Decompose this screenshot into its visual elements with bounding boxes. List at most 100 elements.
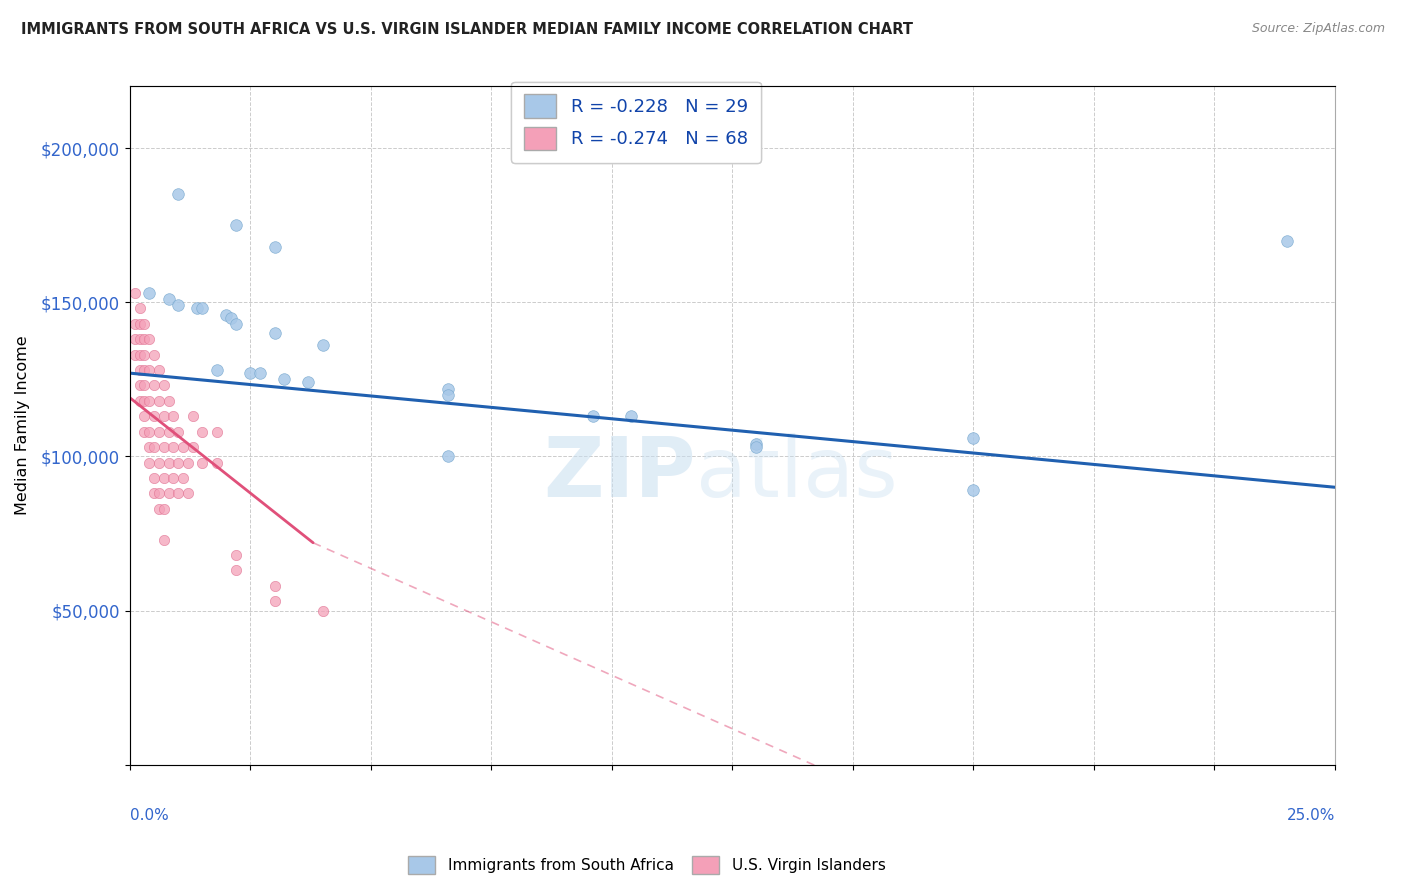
- Point: [134, 378, 156, 392]
- Point: [138, 285, 160, 300]
- Point: [148, 363, 170, 377]
- Point: [312, 604, 335, 618]
- Point: [124, 332, 146, 346]
- Point: [437, 450, 460, 464]
- Point: [312, 338, 335, 352]
- Point: [191, 301, 214, 316]
- Point: [167, 456, 190, 470]
- Point: [138, 363, 160, 377]
- Point: [152, 471, 174, 485]
- Text: 0.0%: 0.0%: [129, 808, 169, 823]
- Point: [152, 533, 174, 547]
- Point: [134, 317, 156, 331]
- Point: [745, 440, 768, 454]
- Point: [134, 332, 156, 346]
- Point: [134, 425, 156, 439]
- Point: [205, 363, 228, 377]
- Point: [249, 366, 271, 380]
- Point: [148, 393, 170, 408]
- Point: [745, 437, 768, 451]
- Point: [128, 378, 150, 392]
- Point: [148, 486, 170, 500]
- Point: [128, 348, 150, 362]
- Point: [143, 378, 166, 392]
- Point: [162, 409, 184, 424]
- Point: [124, 285, 146, 300]
- Point: [128, 317, 150, 331]
- Point: [134, 348, 156, 362]
- Point: [138, 425, 160, 439]
- Point: [167, 425, 190, 439]
- Point: [157, 486, 180, 500]
- Point: [157, 456, 180, 470]
- Point: [225, 548, 247, 562]
- Text: ZIP: ZIP: [544, 433, 696, 514]
- Point: [143, 348, 166, 362]
- Point: [124, 348, 146, 362]
- Point: [157, 425, 180, 439]
- Point: [263, 579, 285, 593]
- Point: [225, 317, 247, 331]
- Point: [157, 292, 180, 306]
- Point: [1083, 18, 1105, 32]
- Point: [134, 409, 156, 424]
- Point: [215, 308, 238, 322]
- Point: [148, 456, 170, 470]
- Point: [167, 298, 190, 312]
- Point: [167, 187, 190, 202]
- Point: [177, 456, 200, 470]
- Point: [172, 471, 194, 485]
- Point: [962, 431, 984, 445]
- Point: [205, 425, 228, 439]
- Point: [143, 471, 166, 485]
- Point: [134, 363, 156, 377]
- Point: [128, 363, 150, 377]
- Point: [273, 372, 295, 386]
- Point: [205, 456, 228, 470]
- Point: [437, 382, 460, 396]
- Point: [167, 486, 190, 500]
- Point: [239, 366, 262, 380]
- Point: [138, 456, 160, 470]
- Point: [143, 486, 166, 500]
- Point: [148, 501, 170, 516]
- Point: [143, 409, 166, 424]
- Point: [152, 501, 174, 516]
- Point: [181, 440, 204, 454]
- Text: 25.0%: 25.0%: [1286, 808, 1334, 823]
- Point: [181, 409, 204, 424]
- Point: [157, 393, 180, 408]
- Point: [620, 409, 643, 424]
- Text: Source: ZipAtlas.com: Source: ZipAtlas.com: [1251, 22, 1385, 36]
- Point: [148, 425, 170, 439]
- Point: [128, 393, 150, 408]
- Point: [138, 332, 160, 346]
- Point: [162, 471, 184, 485]
- Point: [124, 317, 146, 331]
- Point: [225, 564, 247, 578]
- Point: [152, 440, 174, 454]
- Point: [152, 409, 174, 424]
- Point: [263, 594, 285, 608]
- Point: [225, 218, 247, 232]
- Point: [219, 310, 242, 325]
- Point: [1275, 234, 1298, 248]
- Point: [152, 378, 174, 392]
- Point: [263, 326, 285, 340]
- Text: IMMIGRANTS FROM SOUTH AFRICA VS U.S. VIRGIN ISLANDER MEDIAN FAMILY INCOME CORREL: IMMIGRANTS FROM SOUTH AFRICA VS U.S. VIR…: [21, 22, 912, 37]
- Point: [191, 425, 214, 439]
- Y-axis label: Median Family Income: Median Family Income: [15, 335, 30, 516]
- Point: [172, 440, 194, 454]
- Point: [437, 388, 460, 402]
- Point: [191, 456, 214, 470]
- Point: [128, 332, 150, 346]
- Legend: Immigrants from South Africa, U.S. Virgin Islanders: Immigrants from South Africa, U.S. Virgi…: [402, 850, 891, 880]
- Point: [162, 440, 184, 454]
- Point: [297, 376, 319, 390]
- Point: [186, 301, 208, 316]
- Point: [138, 440, 160, 454]
- Point: [138, 393, 160, 408]
- Legend: R = -0.228   N = 29, R = -0.274   N = 68: R = -0.228 N = 29, R = -0.274 N = 68: [512, 82, 761, 162]
- Point: [134, 393, 156, 408]
- Point: [177, 486, 200, 500]
